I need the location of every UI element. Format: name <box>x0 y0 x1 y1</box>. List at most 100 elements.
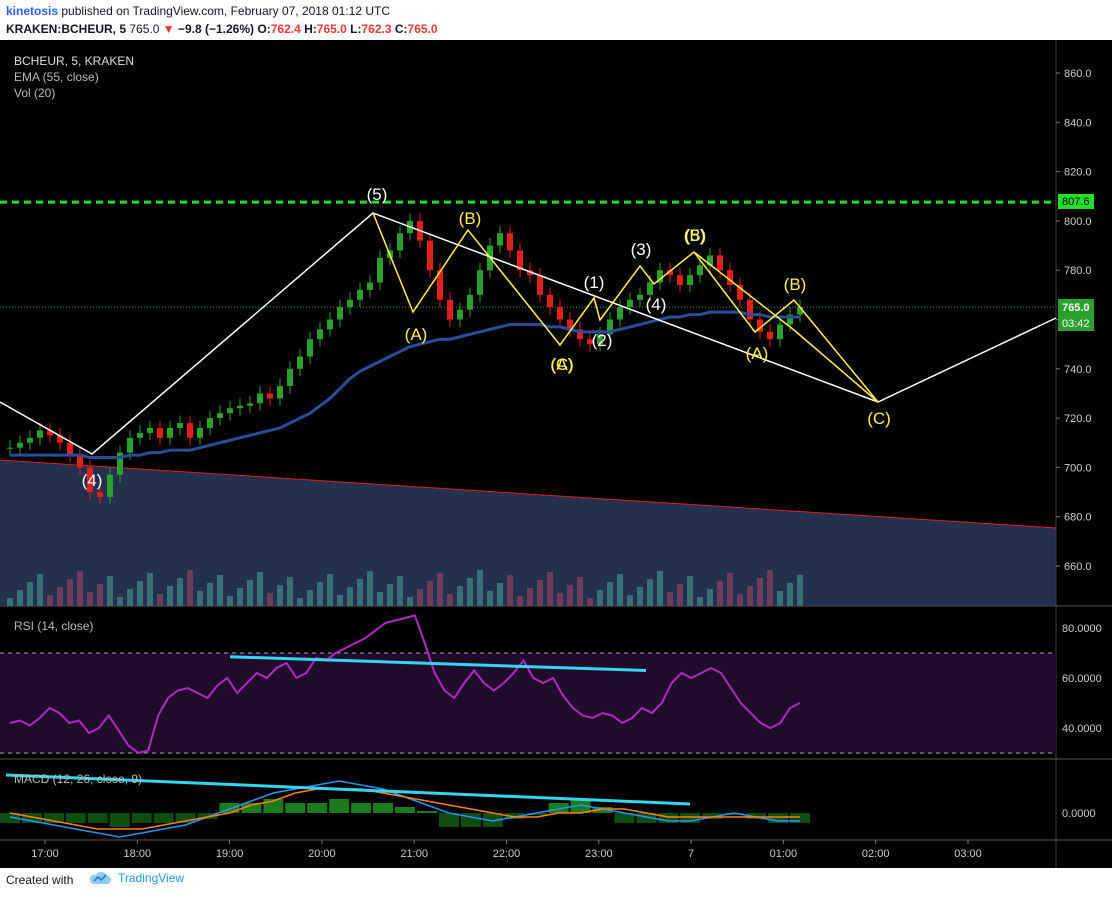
rsi-divergence-line <box>229 655 647 672</box>
candle-body <box>337 307 343 320</box>
candle-body <box>137 432 143 438</box>
volume-bar <box>447 594 453 606</box>
volume-bar <box>307 590 313 606</box>
cloud-icon <box>89 871 111 884</box>
macd-histogram-bar <box>548 803 569 813</box>
candle-body <box>197 427 203 438</box>
candle-body <box>577 329 583 340</box>
volume-bar <box>177 578 183 606</box>
candle-body <box>637 294 643 300</box>
volume-bar <box>617 574 623 606</box>
candle-body <box>317 329 323 340</box>
candle-body <box>287 368 293 387</box>
candle-body <box>147 427 153 433</box>
time-tick-label: 19:00 <box>216 848 244 860</box>
candle-body <box>217 413 223 419</box>
volume-bar <box>57 587 63 606</box>
wave-label: (C) <box>550 355 574 374</box>
candle-body <box>157 427 163 438</box>
macd-histogram-bar <box>175 813 196 823</box>
wave-label: (4) <box>646 295 667 314</box>
candle-body <box>737 284 743 300</box>
price-tick-label: 860.0 <box>1064 68 1092 80</box>
volume-bar <box>227 596 233 606</box>
low-value: 762.3 <box>361 22 392 36</box>
chart-canvas[interactable]: 80.0000 60.0000 40.0000 0.0000 660.0 680.0 7… <box>0 40 1112 868</box>
legend-symbol: BCHEUR, 5, KRAKEN <box>14 54 134 68</box>
legend-macd: MACD (12, 26, close, 9) <box>14 772 142 786</box>
macd-histogram-bar <box>680 813 701 823</box>
tradingview-link[interactable]: TradingView <box>88 871 184 885</box>
volume-bar <box>487 591 493 606</box>
macd-histogram-bar <box>395 807 415 813</box>
volume-bar <box>627 595 633 606</box>
wave-label: (A) <box>405 325 428 344</box>
volume-bar <box>657 571 663 606</box>
volume-bar <box>167 586 173 606</box>
volume-bar <box>247 580 253 606</box>
volume-bar <box>217 575 223 606</box>
resistance-price-text: 807.6 <box>1062 196 1090 208</box>
volume-bar <box>27 582 33 606</box>
time-tick-label: 20:00 <box>308 848 336 860</box>
candle-body <box>707 255 713 266</box>
volume-bar <box>7 598 13 606</box>
volume-bar <box>587 598 593 606</box>
tradingview-brand: TradingView <box>118 871 185 885</box>
volume-bar <box>77 571 83 606</box>
wave-label: (B) <box>459 209 482 228</box>
price-tick-label: 820.0 <box>1064 167 1092 179</box>
macd-histogram-bar <box>702 813 723 819</box>
macd-histogram-bar <box>21 813 42 823</box>
candle-body <box>717 255 723 271</box>
price-tick-label: 660.0 <box>1064 561 1092 573</box>
candle-body <box>307 339 313 357</box>
macd-histogram-bar <box>109 813 130 827</box>
time-tick-label: 23:00 <box>585 848 613 860</box>
volume-bar <box>517 596 523 606</box>
wave-label: (B) <box>784 275 807 294</box>
volume-bar <box>357 579 363 606</box>
macd-histogram-bar <box>0 813 20 823</box>
volume-bar <box>337 595 343 606</box>
volume-bar <box>377 592 383 606</box>
volume-bar <box>97 584 103 606</box>
volume-bar <box>427 581 433 606</box>
macd-histogram-bar <box>636 813 657 823</box>
volume-bar <box>797 575 803 606</box>
author-link[interactable]: kinetosis <box>6 4 59 18</box>
elliott-wave-drawing[interactable]: (4)(5)(A)(B)(C)(A)(1)(2)(3)(4)(5)(B)(A)(… <box>0 185 1057 490</box>
main-price-pane <box>0 200 1057 606</box>
volume-bar <box>137 581 143 606</box>
candle-body <box>627 299 633 308</box>
candle-body <box>107 474 113 497</box>
candle-body <box>747 299 753 320</box>
candle-body <box>397 233 403 251</box>
publish-header: kinetosis published on TradingView.com, … <box>0 0 1112 40</box>
volume-bar <box>387 584 393 606</box>
volume-bar <box>437 573 443 606</box>
volume-bar <box>347 587 353 606</box>
candle-body <box>477 270 483 295</box>
candle-body <box>787 314 793 325</box>
rsi-pane: 80.0000 60.0000 40.0000 <box>0 614 1102 755</box>
time-tick-label: 02:00 <box>862 848 890 860</box>
rsi-tick-label: 60.0000 <box>1062 673 1102 685</box>
volume-bar <box>157 594 163 606</box>
macd-histogram-bar <box>592 807 613 813</box>
volume-bar <box>707 589 713 606</box>
macd-histogram-bar <box>87 813 108 823</box>
volume-bar <box>677 584 683 606</box>
candle-body <box>697 265 703 276</box>
volume-bar <box>527 588 533 606</box>
macd-pane: 0.0000 <box>0 773 1096 838</box>
price-tick-label: 680.0 <box>1064 512 1092 524</box>
axes: 660.0680.0700.0720.0740.0760.0780.0800.0… <box>31 68 1091 860</box>
time-tick-label: 7 <box>688 848 694 860</box>
candle-body <box>377 257 383 283</box>
candle-body <box>587 339 593 345</box>
countdown-text: 03:42 <box>1062 318 1090 330</box>
volume-bar <box>717 581 723 606</box>
macd-histogram-bar <box>570 799 591 813</box>
volume-bar <box>317 582 323 606</box>
